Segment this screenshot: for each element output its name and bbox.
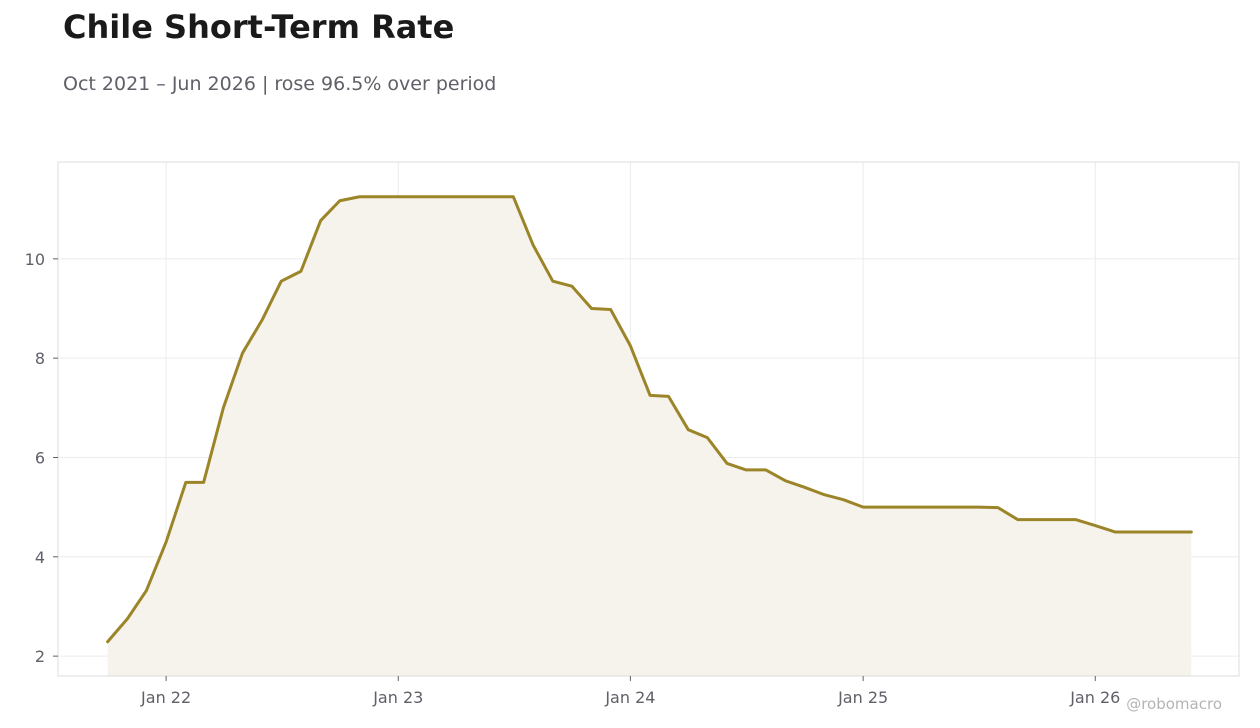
y-tick-label: 6 — [35, 448, 45, 467]
series-line — [106, 195, 1193, 644]
line-layer — [106, 195, 1193, 644]
x-tick-label: Jan 24 — [604, 688, 655, 707]
x-tick-label: Jan 23 — [372, 688, 423, 707]
y-tick-label: 10 — [25, 250, 45, 269]
watermark: @robomacro — [1126, 695, 1222, 713]
x-tick-label: Jan 25 — [837, 688, 888, 707]
chart-subtitle: Oct 2021 – Jun 2026 | rose 96.5% over pe… — [63, 73, 497, 95]
area-layer — [107, 196, 1192, 676]
y-tick-label: 4 — [35, 548, 45, 567]
series-area — [107, 196, 1192, 676]
y-tick-label: 8 — [35, 349, 45, 368]
x-tick-label: Jan 26 — [1069, 688, 1120, 707]
tick-layer: 2 4 6 8 10 Jan 22 Jan 23 Jan 24 Jan 25 Jan 26 — [25, 250, 1121, 707]
y-tick-label: 2 — [35, 647, 45, 666]
plot-frame — [57, 161, 1240, 677]
chart-title: Chile Short-Term Rate — [63, 8, 455, 46]
x-tick-label: Jan 22 — [140, 688, 191, 707]
